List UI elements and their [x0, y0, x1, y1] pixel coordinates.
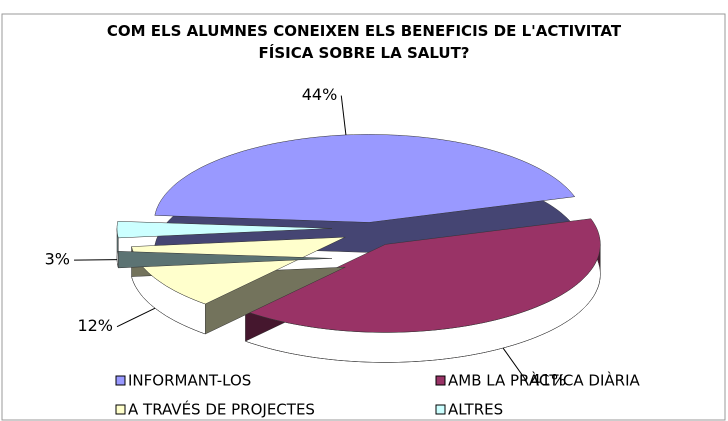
- data-label: 44%: [302, 85, 338, 104]
- leader-line: [340, 95, 347, 136]
- chart-title: COM ELS ALUMNES CONEIXEN ELS BENEFICIS D…: [106, 22, 622, 62]
- legend-swatch: [115, 375, 126, 386]
- leader-line: [74, 259, 118, 261]
- legend-label: INFORMANT-LOS: [128, 372, 251, 390]
- legend-label: AMB LA PRÀCTICA DIÀRIA: [448, 371, 640, 390]
- leader-line: [116, 307, 156, 328]
- legend-swatch: [435, 375, 446, 386]
- legend-swatch: [115, 404, 126, 415]
- legend-swatch: [435, 404, 446, 415]
- legend-label: ALTRES: [448, 401, 503, 419]
- slice: [116, 221, 333, 239]
- data-label: 41%: [531, 371, 567, 390]
- data-label: 3%: [45, 250, 70, 269]
- leader-line: [502, 347, 528, 382]
- data-label: 12%: [77, 316, 113, 335]
- legend-label: A TRAVÉS DE PROJECTES: [128, 400, 315, 419]
- chart-border: [1, 13, 726, 421]
- slice: [244, 218, 601, 333]
